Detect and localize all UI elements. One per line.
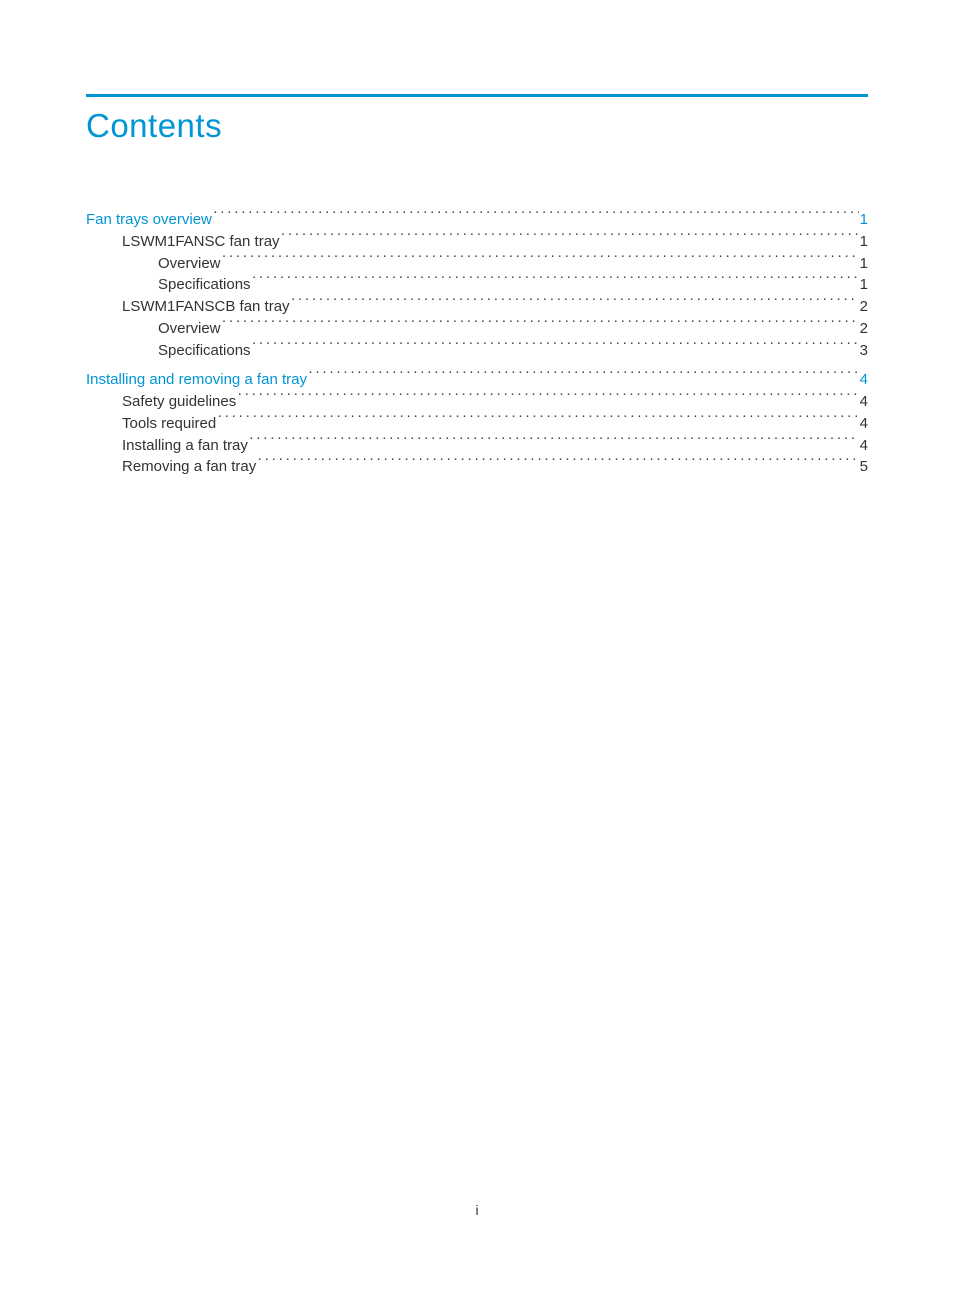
table-of-contents: Fan trays overview1LSWM1FANSC fan tray1O… [86, 209, 868, 478]
toc-spacer [86, 361, 868, 369]
toc-leader [222, 253, 859, 268]
toc-entry: LSWM1FANSCB fan tray 2 [86, 296, 868, 318]
toc-page: 4 [860, 435, 868, 457]
toc-label[interactable]: Fan trays overview [86, 209, 212, 231]
page-title: Contents [86, 107, 868, 145]
toc-entry: LSWM1FANSC fan tray 1 [86, 231, 868, 253]
toc-leader [217, 413, 858, 428]
toc-entry: Overview 2 [86, 318, 868, 340]
toc-label: Overview [158, 253, 221, 275]
toc-leader [291, 296, 859, 311]
toc-label: Overview [158, 318, 221, 340]
toc-page: 5 [860, 456, 868, 478]
toc-label: Tools required [122, 413, 216, 435]
toc-leader [252, 340, 859, 355]
toc-label: Installing a fan tray [122, 435, 248, 457]
toc-page: 1 [860, 253, 868, 275]
toc-page[interactable]: 4 [860, 369, 868, 391]
toc-entry: Safety guidelines 4 [86, 391, 868, 413]
toc-entry: Specifications 1 [86, 274, 868, 296]
toc-page: 4 [860, 391, 868, 413]
toc-label: LSWM1FANSCB fan tray [122, 296, 290, 318]
toc-label: LSWM1FANSC fan tray [122, 231, 280, 253]
toc-label: Removing a fan tray [122, 456, 256, 478]
toc-page: 3 [860, 340, 868, 362]
toc-page: 1 [860, 274, 868, 296]
toc-leader [281, 231, 859, 246]
toc-label: Safety guidelines [122, 391, 236, 413]
toc-leader [213, 209, 859, 224]
top-rule [86, 94, 868, 97]
document-page: Contents Fan trays overview1LSWM1FANSC f… [0, 0, 954, 1296]
toc-page[interactable]: 1 [860, 209, 868, 231]
toc-page: 1 [860, 231, 868, 253]
toc-entry: Removing a fan tray 5 [86, 456, 868, 478]
toc-page: 2 [860, 318, 868, 340]
page-number: i [0, 1202, 954, 1218]
toc-entry[interactable]: Fan trays overview 1 [86, 209, 868, 231]
toc-leader [222, 318, 859, 333]
toc-label: Specifications [158, 274, 251, 296]
toc-entry: Tools required 4 [86, 413, 868, 435]
toc-entry: Installing a fan tray 4 [86, 435, 868, 457]
toc-leader [308, 369, 859, 384]
toc-label[interactable]: Installing and removing a fan tray [86, 369, 307, 391]
toc-label: Specifications [158, 340, 251, 362]
toc-page: 2 [860, 296, 868, 318]
toc-entry: Overview 1 [86, 253, 868, 275]
toc-leader [257, 456, 858, 471]
toc-entry[interactable]: Installing and removing a fan tray 4 [86, 369, 868, 391]
toc-leader [252, 274, 859, 289]
toc-entry: Specifications 3 [86, 340, 868, 362]
toc-leader [237, 391, 858, 406]
toc-page: 4 [860, 413, 868, 435]
toc-leader [249, 435, 859, 450]
